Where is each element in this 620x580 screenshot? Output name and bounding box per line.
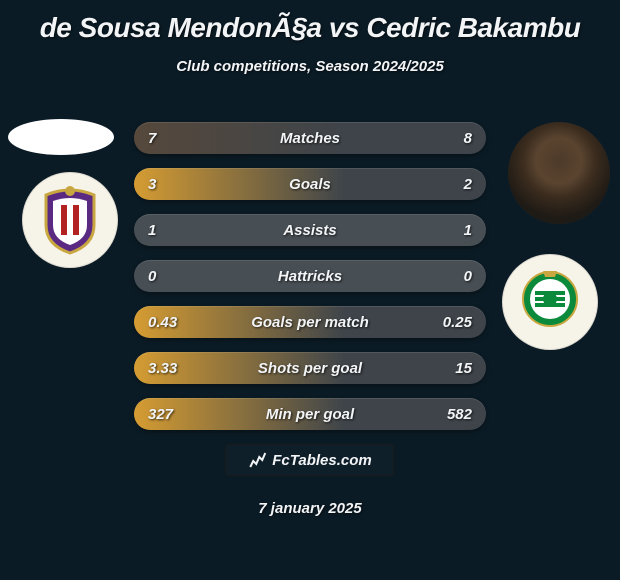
stat-row: 0 0Hattricks (134, 260, 486, 292)
stat-row: 327582Min per goal (134, 398, 486, 430)
stat-row: 7 8Matches (134, 122, 486, 154)
stat-left-value: 3.33 (134, 360, 191, 377)
stat-right-value: 0.25 (429, 314, 486, 331)
club-left-badge (22, 172, 118, 268)
stat-row: 3.3315Shots per goal (134, 352, 486, 384)
stat-row: 1 1Assists (134, 214, 486, 246)
stat-right-value: 8 (450, 130, 486, 147)
page-title: de Sousa MendonÃ§a vs Cedric Bakambu (8, 12, 612, 44)
stat-left-value: 0.43 (134, 314, 191, 331)
brand-text: FcTables.com (272, 452, 371, 469)
valladolid-crest-icon (41, 185, 99, 255)
stat-row: 0.430.25Goals per match (134, 306, 486, 338)
stat-label: Assists (134, 222, 486, 239)
club-right-badge (502, 254, 598, 350)
subtitle: Club competitions, Season 2024/2025 (8, 58, 612, 75)
stat-left-value: 327 (134, 406, 187, 423)
player-right-photo (508, 122, 610, 224)
stat-right-value: 0 (450, 268, 486, 285)
stat-right-value: 582 (433, 406, 486, 423)
stat-right-value: 15 (441, 360, 486, 377)
player-left-photo (8, 119, 114, 155)
fctables-logo-icon (248, 451, 266, 469)
stat-left-value: 7 (134, 130, 170, 147)
brand-pill: FcTables.com (225, 444, 394, 476)
footer-date: 7 january 2025 (0, 500, 620, 517)
stat-label: Goals (134, 176, 486, 193)
stat-row: 3 2Goals (134, 168, 486, 200)
betis-crest-icon (521, 267, 579, 337)
stat-label: Matches (134, 130, 486, 147)
stat-left-value: 0 (134, 268, 170, 285)
stat-left-value: 3 (134, 176, 170, 193)
stat-right-value: 2 (450, 176, 486, 193)
stat-right-value: 1 (450, 222, 486, 239)
stats-bars: 7 8Matches 3 2Goals 1 1Assists 0 0Hattricks 0.43… (134, 122, 486, 444)
content-wrapper: de Sousa MendonÃ§a vs Cedric Bakambu Clu… (0, 0, 620, 580)
player-right-face (508, 122, 610, 224)
stat-left-value: 1 (134, 222, 170, 239)
stat-label: Hattricks (134, 268, 486, 285)
